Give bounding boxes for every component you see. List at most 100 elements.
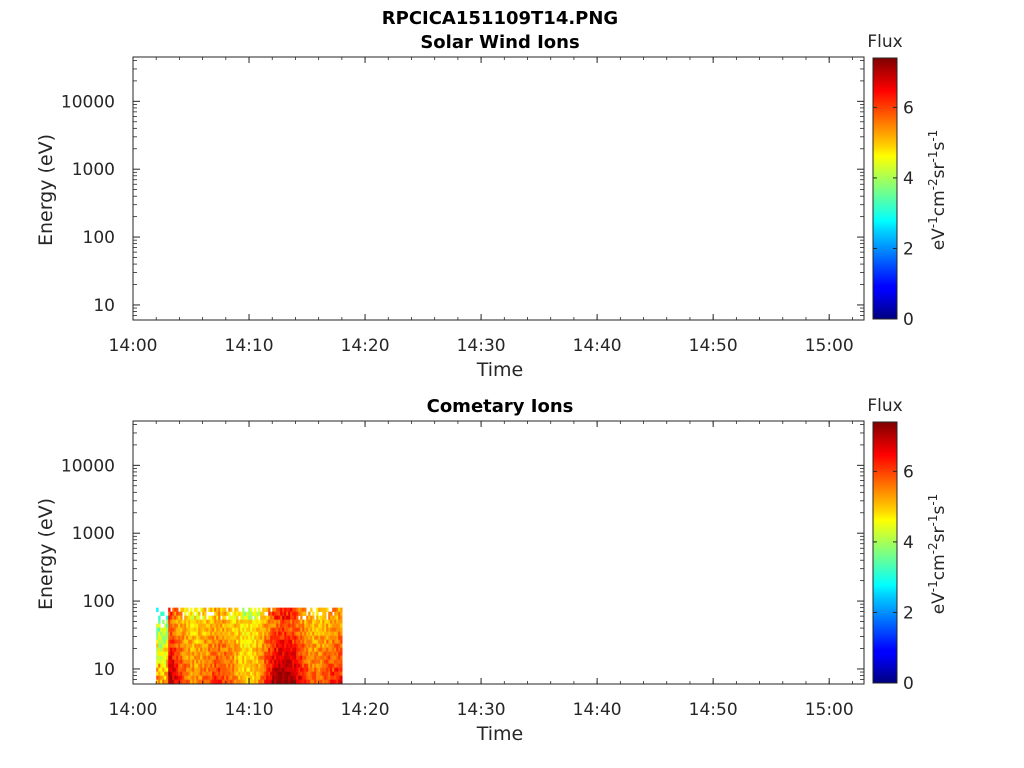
heatmap-cell (168, 611, 171, 616)
heatmap-cell (158, 655, 161, 660)
heatmap-cell (296, 607, 299, 612)
heatmap-cell (258, 671, 261, 676)
heatmap-cell (160, 671, 163, 676)
heatmap-cell (340, 611, 343, 616)
heatmap-cell (334, 663, 337, 668)
heatmap-cell (218, 671, 221, 676)
heatmap-cell (176, 623, 179, 628)
heatmap-cell (266, 651, 269, 656)
heatmap-cell (298, 635, 301, 640)
heatmap-cell (256, 627, 259, 632)
heatmap-cell (218, 655, 221, 660)
heatmap-cell (340, 643, 343, 648)
heatmap-cell (304, 659, 307, 664)
heatmap-cell (198, 659, 201, 664)
heatmap-cell (208, 675, 211, 680)
heatmap-cell (210, 655, 213, 660)
heatmap-cell (292, 631, 295, 636)
heatmap-cell (228, 667, 231, 672)
heatmap-cell (322, 679, 325, 684)
heatmap-cell (306, 651, 309, 656)
heatmap-cell (288, 647, 291, 652)
heatmap-cell (250, 635, 253, 640)
heatmap-cell (270, 619, 273, 624)
heatmap-cell (288, 635, 291, 640)
heatmap-cell (220, 659, 223, 664)
heatmap-cell (224, 679, 227, 684)
heatmap-cell (330, 647, 333, 652)
heatmap-cell (262, 651, 265, 656)
heatmap-cell (298, 667, 301, 672)
heatmap-cell (314, 659, 317, 664)
heatmap-cell (178, 667, 181, 672)
heatmap-cell (210, 659, 213, 664)
heatmap-cell (240, 671, 243, 676)
heatmap-cell (284, 667, 287, 672)
heatmap-cell (320, 635, 323, 640)
heatmap-cell (290, 655, 293, 660)
heatmap-cell (316, 631, 319, 636)
heatmap-cell (286, 635, 289, 640)
heatmap-cell (196, 639, 199, 644)
heatmap-cell (158, 667, 161, 672)
heatmap-cell (302, 651, 305, 656)
heatmap-cell (306, 663, 309, 668)
heatmap-cell (234, 635, 237, 640)
heatmap-cell (288, 639, 291, 644)
heatmap-cell (274, 651, 277, 656)
heatmap-cell (168, 659, 171, 664)
heatmap-cell (248, 607, 251, 612)
heatmap-cell (232, 635, 235, 640)
heatmap-cell (196, 675, 199, 680)
heatmap-cell (258, 663, 261, 668)
heatmap-cell (276, 623, 279, 628)
heatmap-cell (314, 619, 317, 624)
heatmap-cell (160, 675, 163, 680)
heatmap-cell (246, 643, 249, 648)
heatmap-cell (320, 671, 323, 676)
heatmap-cell (302, 611, 305, 616)
heatmap-cell (262, 663, 265, 668)
heatmap-cell (174, 615, 177, 620)
heatmap-cell (174, 607, 177, 612)
heatmap-cell (216, 607, 219, 612)
heatmap-cell (198, 615, 201, 620)
heatmap-cell (298, 611, 301, 616)
heatmap-cell (340, 651, 343, 656)
heatmap-cell (214, 611, 217, 616)
heatmap-cell (302, 647, 305, 652)
heatmap-cell (232, 671, 235, 676)
heatmap-cell (274, 615, 277, 620)
heatmap-cell (238, 663, 241, 668)
heatmap-cell (250, 623, 253, 628)
heatmap-cell (166, 627, 169, 632)
heatmap-cell (172, 639, 175, 644)
heatmap-cell (184, 639, 187, 644)
heatmap-cell (188, 679, 191, 684)
heatmap-cell (242, 627, 245, 632)
heatmap-cell (272, 647, 275, 652)
heatmap-cell (194, 651, 197, 656)
heatmap-cell (234, 679, 237, 684)
heatmap-cell (256, 663, 259, 668)
heatmap-cell (272, 651, 275, 656)
heatmap-cell (194, 635, 197, 640)
heatmap-cell (178, 675, 181, 680)
heatmap-cell (260, 631, 263, 636)
heatmap-cell (278, 611, 281, 616)
heatmap-cell (212, 631, 215, 636)
heatmap-cell (330, 631, 333, 636)
heatmap-cell (266, 659, 269, 664)
y-tick-label: 10 (93, 660, 115, 680)
heatmap-cell (266, 623, 269, 628)
heatmap-cell (190, 679, 193, 684)
heatmap-cell (182, 663, 185, 668)
heatmap-cell (300, 631, 303, 636)
heatmap-cell (266, 607, 269, 612)
heatmap-cell (308, 679, 311, 684)
heatmap-cell (190, 667, 193, 672)
heatmap-cell (288, 675, 291, 680)
heatmap-cell (314, 639, 317, 644)
heatmap-cell (158, 671, 161, 676)
heatmap-cell (276, 651, 279, 656)
